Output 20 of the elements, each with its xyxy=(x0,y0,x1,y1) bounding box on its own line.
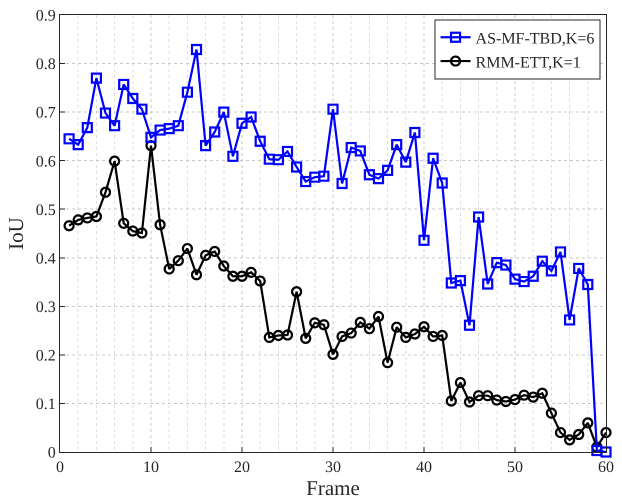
y-tick-label: 0.1 xyxy=(36,396,56,414)
legend-label: RMM-ETT,K=1 xyxy=(476,54,581,72)
y-tick-label: 0.5 xyxy=(36,202,56,219)
x-tick-label: 10 xyxy=(143,459,159,476)
x-axis-title: Frame xyxy=(306,476,360,500)
x-tick-label: 20 xyxy=(234,459,250,476)
y-tick-label: 0.8 xyxy=(36,56,56,74)
x-tick-label: 60 xyxy=(598,459,614,476)
y-tick-label: 0 xyxy=(48,444,56,462)
y-tick-label: 0.3 xyxy=(36,298,56,316)
x-tick-label: 40 xyxy=(416,459,432,476)
y-tick-label: 0.6 xyxy=(36,153,56,170)
y-tick-label: 0.4 xyxy=(36,250,56,268)
y-tick-label: 0.2 xyxy=(36,347,56,364)
y-tick-label: 0.7 xyxy=(36,104,56,122)
x-tick-label: 30 xyxy=(325,459,341,476)
x-tick-label: 50 xyxy=(507,459,523,476)
y-tick-label: 0.9 xyxy=(36,8,56,25)
y-axis-title: IoU xyxy=(4,217,28,250)
legend-label: AS-MF-TBD,K=6 xyxy=(476,30,594,48)
